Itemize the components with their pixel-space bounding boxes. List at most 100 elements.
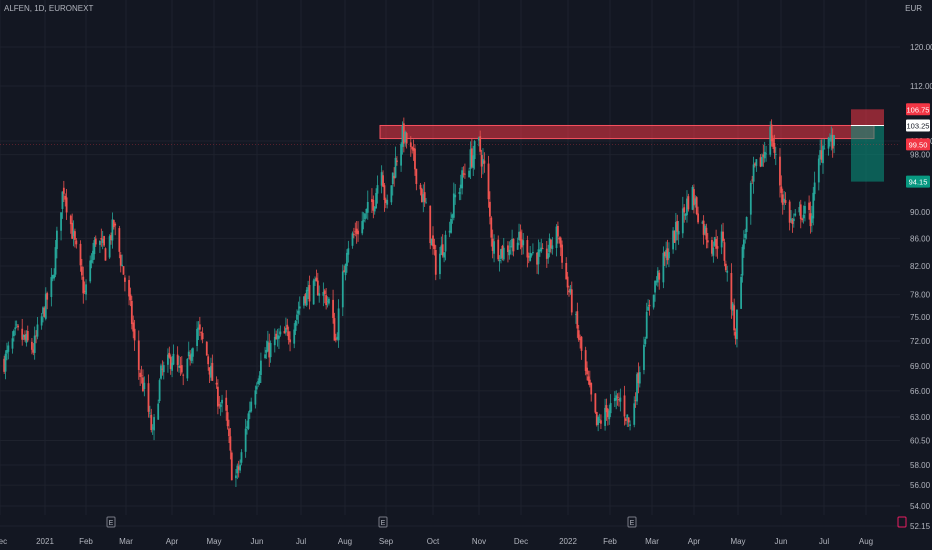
candle-body xyxy=(575,314,577,315)
y-tick-label: 120.00 xyxy=(910,43,932,52)
price-label: 103.25 xyxy=(906,119,930,132)
candle-body xyxy=(412,148,415,151)
candle-body xyxy=(218,404,221,406)
candle-body xyxy=(512,238,515,252)
candle-body xyxy=(605,405,608,413)
candle-body xyxy=(693,189,695,206)
candle-body xyxy=(187,351,190,357)
candle-body xyxy=(171,362,173,371)
candle-body xyxy=(150,414,153,430)
price-label-box xyxy=(906,103,930,116)
candle-body xyxy=(674,221,677,241)
candle-body xyxy=(730,273,733,310)
candle-body xyxy=(469,149,472,169)
candle-body xyxy=(784,200,787,203)
candle-body xyxy=(761,157,763,167)
candle-body xyxy=(244,428,247,452)
candle-body xyxy=(151,427,154,429)
candle-body xyxy=(508,249,511,256)
candle-body xyxy=(352,234,355,235)
candle-body xyxy=(551,245,554,250)
x-tick-label: 2021 xyxy=(36,537,54,546)
candle-body xyxy=(215,382,218,385)
price-label-text: 103.25 xyxy=(907,121,930,130)
candle-body xyxy=(691,187,694,210)
candle-body xyxy=(702,220,705,235)
candle-body xyxy=(411,146,414,150)
candle-body xyxy=(706,240,709,243)
candle-body xyxy=(598,419,601,421)
candle-body xyxy=(790,218,792,221)
candle-body xyxy=(161,368,164,370)
candle-body xyxy=(254,390,257,405)
candle-body xyxy=(375,192,377,209)
candle-body xyxy=(822,145,824,164)
candle-body xyxy=(420,189,423,203)
candle-body xyxy=(561,244,563,263)
candle-body xyxy=(734,332,737,339)
candle-body xyxy=(439,253,441,275)
candle-body xyxy=(819,150,822,160)
earnings-marker: E xyxy=(627,516,637,528)
candle-body xyxy=(666,248,669,261)
earnings-marker: E xyxy=(378,516,388,528)
price-label-text: 94.15 xyxy=(909,178,928,187)
candle-body xyxy=(419,184,422,190)
candle-body xyxy=(594,393,597,413)
candle-body xyxy=(93,240,96,255)
candle-body xyxy=(638,372,641,384)
candle-body xyxy=(817,158,820,183)
candle-body xyxy=(558,237,561,240)
candle-body xyxy=(483,160,486,164)
candle-body xyxy=(307,287,309,292)
candle-body xyxy=(255,386,258,390)
candle-body xyxy=(79,243,82,266)
candle-body xyxy=(383,185,386,201)
candle-body xyxy=(490,217,493,238)
candle-body xyxy=(629,424,631,426)
candle-body xyxy=(526,240,529,258)
candle-body xyxy=(647,306,650,311)
candle-body xyxy=(726,270,729,273)
candle-body xyxy=(190,353,193,361)
candle-body xyxy=(278,335,280,339)
candle-body xyxy=(500,249,502,259)
candle-body xyxy=(450,218,452,233)
candle-body xyxy=(75,240,78,245)
candle-body xyxy=(172,353,175,365)
candle-body xyxy=(559,237,562,248)
candle-body xyxy=(432,235,434,247)
candle-body xyxy=(433,244,436,250)
candle-body xyxy=(752,164,755,182)
candle-body xyxy=(584,350,587,371)
candle-body xyxy=(110,235,112,240)
candle-body xyxy=(545,248,548,259)
candle-body xyxy=(741,246,744,276)
candle-body xyxy=(239,464,241,471)
candle-body xyxy=(588,379,591,386)
candle-body xyxy=(137,340,140,370)
candle-body xyxy=(579,338,582,341)
candle-body xyxy=(569,288,572,293)
candle-body xyxy=(94,238,97,245)
candle-body xyxy=(409,142,412,147)
candle-body xyxy=(736,309,738,340)
candle-body xyxy=(337,308,340,341)
candle-body xyxy=(182,374,185,376)
candle-body xyxy=(201,332,204,340)
take-profit-zone xyxy=(851,125,884,182)
candle-body xyxy=(83,290,86,292)
candle-body xyxy=(140,375,143,377)
candle-body xyxy=(580,336,583,351)
candle-body xyxy=(491,238,494,251)
candle-body xyxy=(216,386,219,407)
candle-body xyxy=(108,236,111,258)
candle-body xyxy=(813,182,816,195)
x-tick-label: Sep xyxy=(379,537,394,546)
candle-body xyxy=(247,413,250,429)
candle-body xyxy=(687,196,690,210)
candle-body xyxy=(801,218,804,221)
candle-body xyxy=(745,217,748,233)
candle-body xyxy=(595,411,598,426)
